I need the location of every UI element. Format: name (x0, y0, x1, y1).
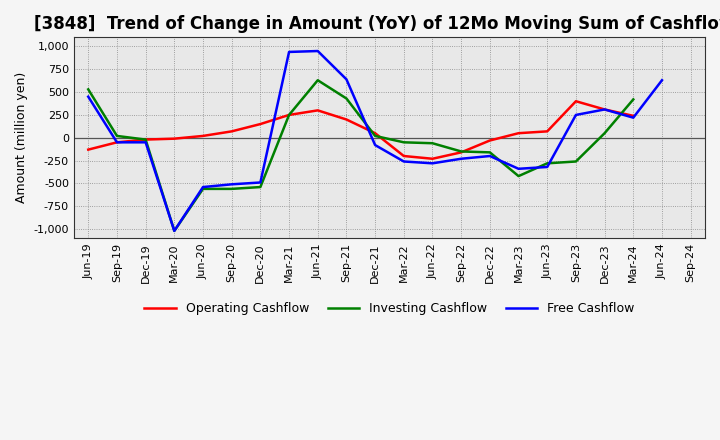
Operating Cashflow (400, 154, 408, 159)
Free Cashflow (228, 182, 236, 187)
Free Cashflow (572, 112, 580, 117)
Free Cashflow (485, 154, 494, 159)
Operating Cashflow (629, 113, 638, 118)
Line: Free Cashflow: Free Cashflow (89, 51, 662, 231)
Investing Cashflow (170, 228, 179, 234)
Investing Cashflow (199, 186, 207, 191)
Operating Cashflow (342, 117, 351, 122)
Investing Cashflow (400, 139, 408, 145)
Investing Cashflow (572, 159, 580, 164)
Free Cashflow (84, 94, 93, 99)
Free Cashflow (371, 143, 379, 148)
Operating Cashflow (485, 138, 494, 143)
Investing Cashflow (342, 96, 351, 101)
Operating Cashflow (284, 112, 293, 117)
Operating Cashflow (112, 139, 121, 145)
Operating Cashflow (371, 131, 379, 136)
Free Cashflow (170, 228, 179, 234)
Free Cashflow (256, 180, 265, 185)
Investing Cashflow (84, 87, 93, 92)
Operating Cashflow (313, 108, 322, 113)
Free Cashflow (284, 49, 293, 55)
Investing Cashflow (514, 173, 523, 179)
Operating Cashflow (543, 129, 552, 134)
Free Cashflow (112, 139, 121, 145)
Investing Cashflow (141, 137, 150, 142)
Investing Cashflow (228, 186, 236, 191)
Investing Cashflow (428, 141, 437, 146)
Investing Cashflow (112, 133, 121, 139)
Operating Cashflow (84, 147, 93, 152)
Investing Cashflow (371, 133, 379, 139)
Operating Cashflow (141, 137, 150, 142)
Free Cashflow (141, 139, 150, 145)
Investing Cashflow (256, 184, 265, 190)
Operating Cashflow (170, 136, 179, 141)
Free Cashflow (428, 161, 437, 166)
Investing Cashflow (284, 112, 293, 117)
Free Cashflow (457, 156, 466, 161)
Free Cashflow (543, 164, 552, 169)
Free Cashflow (400, 159, 408, 164)
Investing Cashflow (313, 77, 322, 83)
Operating Cashflow (457, 150, 466, 155)
Free Cashflow (600, 107, 609, 112)
Investing Cashflow (600, 131, 609, 136)
Y-axis label: Amount (million yen): Amount (million yen) (15, 72, 28, 203)
Legend: Operating Cashflow, Investing Cashflow, Free Cashflow: Operating Cashflow, Investing Cashflow, … (140, 297, 639, 320)
Operating Cashflow (428, 156, 437, 161)
Investing Cashflow (629, 97, 638, 102)
Operating Cashflow (600, 107, 609, 112)
Operating Cashflow (572, 99, 580, 104)
Operating Cashflow (514, 131, 523, 136)
Free Cashflow (629, 115, 638, 120)
Operating Cashflow (199, 133, 207, 139)
Free Cashflow (313, 48, 322, 54)
Investing Cashflow (485, 150, 494, 155)
Free Cashflow (342, 77, 351, 82)
Title: [3848]  Trend of Change in Amount (YoY) of 12Mo Moving Sum of Cashflows: [3848] Trend of Change in Amount (YoY) o… (35, 15, 720, 33)
Free Cashflow (514, 166, 523, 172)
Line: Operating Cashflow: Operating Cashflow (89, 101, 634, 159)
Operating Cashflow (256, 121, 265, 127)
Free Cashflow (657, 77, 666, 83)
Investing Cashflow (457, 149, 466, 154)
Free Cashflow (199, 184, 207, 190)
Line: Investing Cashflow: Investing Cashflow (89, 80, 634, 231)
Investing Cashflow (543, 161, 552, 166)
Operating Cashflow (228, 129, 236, 134)
